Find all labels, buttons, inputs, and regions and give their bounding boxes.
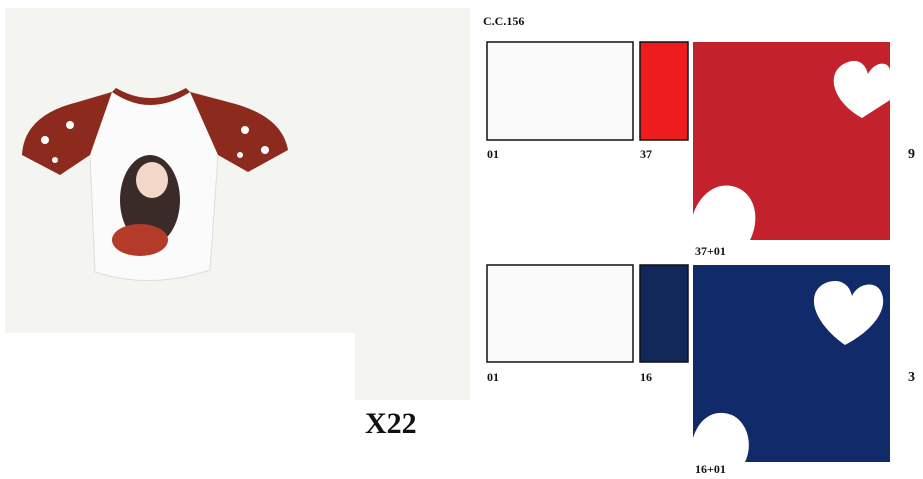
- combo-label: 16+01: [695, 462, 726, 476]
- heart: [813, 280, 884, 345]
- collar: [112, 88, 190, 105]
- photo-background: [5, 8, 470, 333]
- heart: [693, 185, 756, 240]
- swatch-white: [486, 41, 634, 141]
- swatch-red: [639, 41, 689, 141]
- combo-label: 37+01: [695, 244, 726, 258]
- t-shirt: [22, 88, 288, 282]
- quantity: 9: [908, 147, 915, 162]
- model-code: X22: [365, 407, 417, 440]
- swatch-label: 16: [640, 370, 652, 384]
- collection-code: C.C.156: [483, 14, 524, 28]
- swatch-label: 01: [487, 370, 499, 384]
- swatch-white: [486, 264, 634, 363]
- swatch-label: 01: [487, 147, 499, 161]
- quantity: 3: [908, 370, 915, 385]
- heart: [693, 412, 749, 462]
- swatch-navy: [639, 264, 689, 363]
- sleeve: [22, 92, 112, 175]
- photo-background: [355, 330, 470, 400]
- swatch-label: 37: [640, 147, 652, 161]
- heart: [833, 60, 890, 118]
